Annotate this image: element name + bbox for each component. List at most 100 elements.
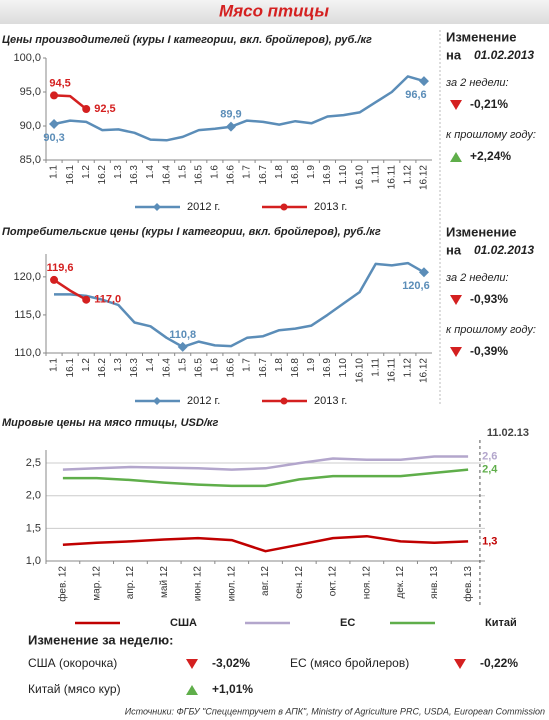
x-tick-label: 1.8 <box>274 165 285 179</box>
legend-label: 2012 г. <box>187 395 220 407</box>
series-line <box>62 468 469 488</box>
panel-on: на <box>446 242 462 257</box>
x-tick-label: 16.4 <box>161 358 172 378</box>
change-indicator <box>450 347 462 357</box>
x-tick-label: 16.10 <box>354 358 365 383</box>
point-marker <box>50 275 59 284</box>
y-tick-label: 2,0 <box>26 490 41 502</box>
x-tick-label: 1.8 <box>274 358 285 372</box>
x-tick-label: июл. 12 <box>226 566 237 602</box>
point-marker <box>418 76 429 87</box>
legend-marker <box>153 397 161 405</box>
y-tick-label: 1,5 <box>26 522 41 534</box>
x-tick-label: 1.4 <box>145 165 156 179</box>
y-tick-label: 2,5 <box>26 457 41 469</box>
x-tick-label: 1.10 <box>338 165 349 185</box>
page-title: Мясо птицы <box>219 1 330 20</box>
x-tick-label: 16.5 <box>193 358 204 378</box>
series-line <box>53 278 87 301</box>
x-tick-label: 1.10 <box>338 358 349 378</box>
x-tick-label: 16.12 <box>419 165 430 190</box>
x-tick-label: 1.11 <box>370 165 381 184</box>
x-tick-label: 16.5 <box>193 165 204 185</box>
data-label: 119,6 <box>47 262 74 274</box>
x-tick-label: 16.2 <box>97 165 108 185</box>
y-tick-label: 115,0 <box>14 309 41 321</box>
x-tick-label: май 12 <box>159 566 170 598</box>
legend-label: США <box>170 617 197 629</box>
weekly-value: +1,01% <box>212 682 253 696</box>
data-label: 94,5 <box>49 77 70 89</box>
panel-item-label: за 2 недели: <box>445 77 509 89</box>
x-tick-label: 1.6 <box>210 165 221 179</box>
x-tick-label: 16.6 <box>226 358 237 378</box>
x-tick-label: июн. 12 <box>193 566 204 602</box>
point-marker <box>225 121 236 132</box>
x-tick-label: фев. 12 <box>57 566 69 602</box>
x-tick-label: янв. 13 <box>429 566 440 599</box>
y-tick-label: 110,0 <box>14 347 41 359</box>
x-tick-label: 1.2 <box>81 165 92 179</box>
x-tick-label: 1.9 <box>306 358 317 372</box>
y-tick-label: 85,0 <box>20 154 41 166</box>
change-indicator <box>450 152 462 162</box>
series-line <box>53 94 87 110</box>
x-tick-label: сен. 12 <box>294 566 305 599</box>
series-line <box>54 261 425 349</box>
chart-title: Цены производителей (куры I категории, в… <box>2 34 372 46</box>
x-tick-label: 16.8 <box>290 358 301 378</box>
change-indicator <box>186 685 198 695</box>
data-label: 1,3 <box>482 535 497 547</box>
data-label: 89,9 <box>220 109 241 121</box>
weekly-label: ЕС (мясо бройлеров) <box>290 656 409 670</box>
data-label: 92,5 <box>94 103 115 115</box>
y-tick-label: 95,0 <box>20 86 41 98</box>
legend-label: ЕС <box>340 617 355 629</box>
annotation: 11.02.13 <box>487 427 529 439</box>
series-line <box>62 534 469 553</box>
weekly-value: -0,22% <box>480 656 518 670</box>
x-tick-label: 16.4 <box>161 165 172 185</box>
x-tick-label: 1.6 <box>210 358 221 372</box>
change-indicator <box>454 659 466 669</box>
chart-title: Потребительские цены (куры I категории, … <box>2 226 381 238</box>
header-band <box>0 0 549 24</box>
panel-heading: Изменение <box>446 29 516 44</box>
x-tick-label: 16.11 <box>386 165 397 190</box>
y-tick-label: 90,0 <box>20 120 41 132</box>
x-tick-label: 16.9 <box>322 358 333 378</box>
data-label: 2,4 <box>482 463 498 475</box>
x-tick-label: 1.5 <box>177 165 188 179</box>
x-tick-label: 16.2 <box>97 358 108 378</box>
legend-label: 2013 г. <box>314 201 347 213</box>
x-tick-label: 16.1 <box>65 358 76 378</box>
panel-item-value: +2,24% <box>470 149 511 163</box>
x-tick-label: 1.3 <box>113 165 124 179</box>
x-tick-label: 16.10 <box>354 165 365 190</box>
point-marker <box>177 341 188 352</box>
x-tick-label: 16.9 <box>322 165 333 185</box>
y-tick-label: 100,0 <box>13 52 41 64</box>
point-marker <box>82 295 91 304</box>
panel-item-value: -0,93% <box>470 292 508 306</box>
legend-marker <box>280 397 288 405</box>
x-tick-label: 16.6 <box>226 165 237 185</box>
change-indicator <box>450 100 462 110</box>
panel-date: 01.02.2013 <box>474 243 534 257</box>
y-tick-label: 120,0 <box>13 271 41 283</box>
x-tick-label: 16.12 <box>419 358 430 383</box>
x-tick-label: авг. 12 <box>260 566 271 596</box>
y-tick-label: 1,0 <box>26 555 41 567</box>
panel-on: на <box>446 47 462 62</box>
legend-marker <box>153 203 161 211</box>
weekly-label: Китай (мясо кур) <box>28 682 121 696</box>
x-tick-label: 16.11 <box>386 358 397 383</box>
x-tick-label: фев. 13 <box>462 566 474 602</box>
legend-marker <box>280 203 288 211</box>
x-tick-label: дек. 12 <box>395 566 406 599</box>
x-tick-label: 1.5 <box>177 358 188 372</box>
point-marker <box>82 105 91 113</box>
data-label: 2,6 <box>482 450 497 462</box>
change-indicator <box>186 659 198 669</box>
